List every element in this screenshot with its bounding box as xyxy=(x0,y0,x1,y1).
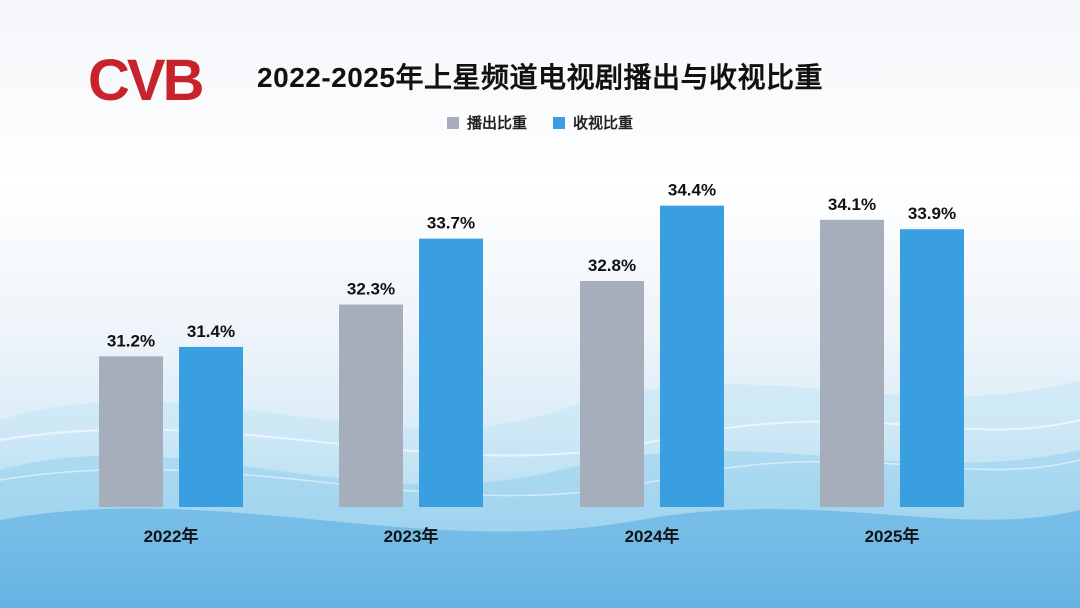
x-tick-label-1: 2023年 xyxy=(384,526,439,546)
legend-item-broadcast: 播出比重 xyxy=(446,112,527,133)
legend-label-rating: 收视比重 xyxy=(573,115,634,132)
data-label-broadcast-0: 31.2% xyxy=(107,331,155,350)
data-label-rating-3: 33.9% xyxy=(908,204,956,223)
legend-label-broadcast: 播出比重 xyxy=(466,115,527,132)
bar-rating-1 xyxy=(419,238,483,507)
legend-swatch-rating xyxy=(553,116,565,129)
data-label-rating-1: 33.7% xyxy=(427,214,475,233)
bar-rating-0 xyxy=(179,346,243,507)
legend: 播出比重 收视比重 xyxy=(0,112,1080,133)
data-label-broadcast-2: 32.8% xyxy=(588,256,636,275)
x-tick-label-0: 2022年 xyxy=(144,526,199,546)
bar-rating-3 xyxy=(900,229,964,508)
chart-title: 2022-2025年上星频道电视剧播出与收视比重 xyxy=(257,62,823,93)
x-tick-label-2: 2024年 xyxy=(625,526,680,546)
legend-swatch-broadcast xyxy=(446,116,459,129)
legend-item-rating: 收视比重 xyxy=(553,112,633,133)
bar-rating-2 xyxy=(660,205,724,507)
bar-broadcast-3 xyxy=(820,219,884,507)
data-label-rating-0: 31.4% xyxy=(187,322,235,341)
bar-broadcast-1 xyxy=(339,304,403,507)
bar-broadcast-2 xyxy=(580,281,644,507)
cvb-logo: CVB xyxy=(88,48,206,106)
data-label-broadcast-3: 34.1% xyxy=(828,195,876,214)
bar-broadcast-0 xyxy=(99,356,163,507)
data-label-rating-2: 34.4% xyxy=(668,181,716,200)
data-label-broadcast-1: 32.3% xyxy=(347,280,395,299)
x-tick-label-3: 2025年 xyxy=(865,526,920,546)
logo-text: CVB xyxy=(88,48,203,106)
